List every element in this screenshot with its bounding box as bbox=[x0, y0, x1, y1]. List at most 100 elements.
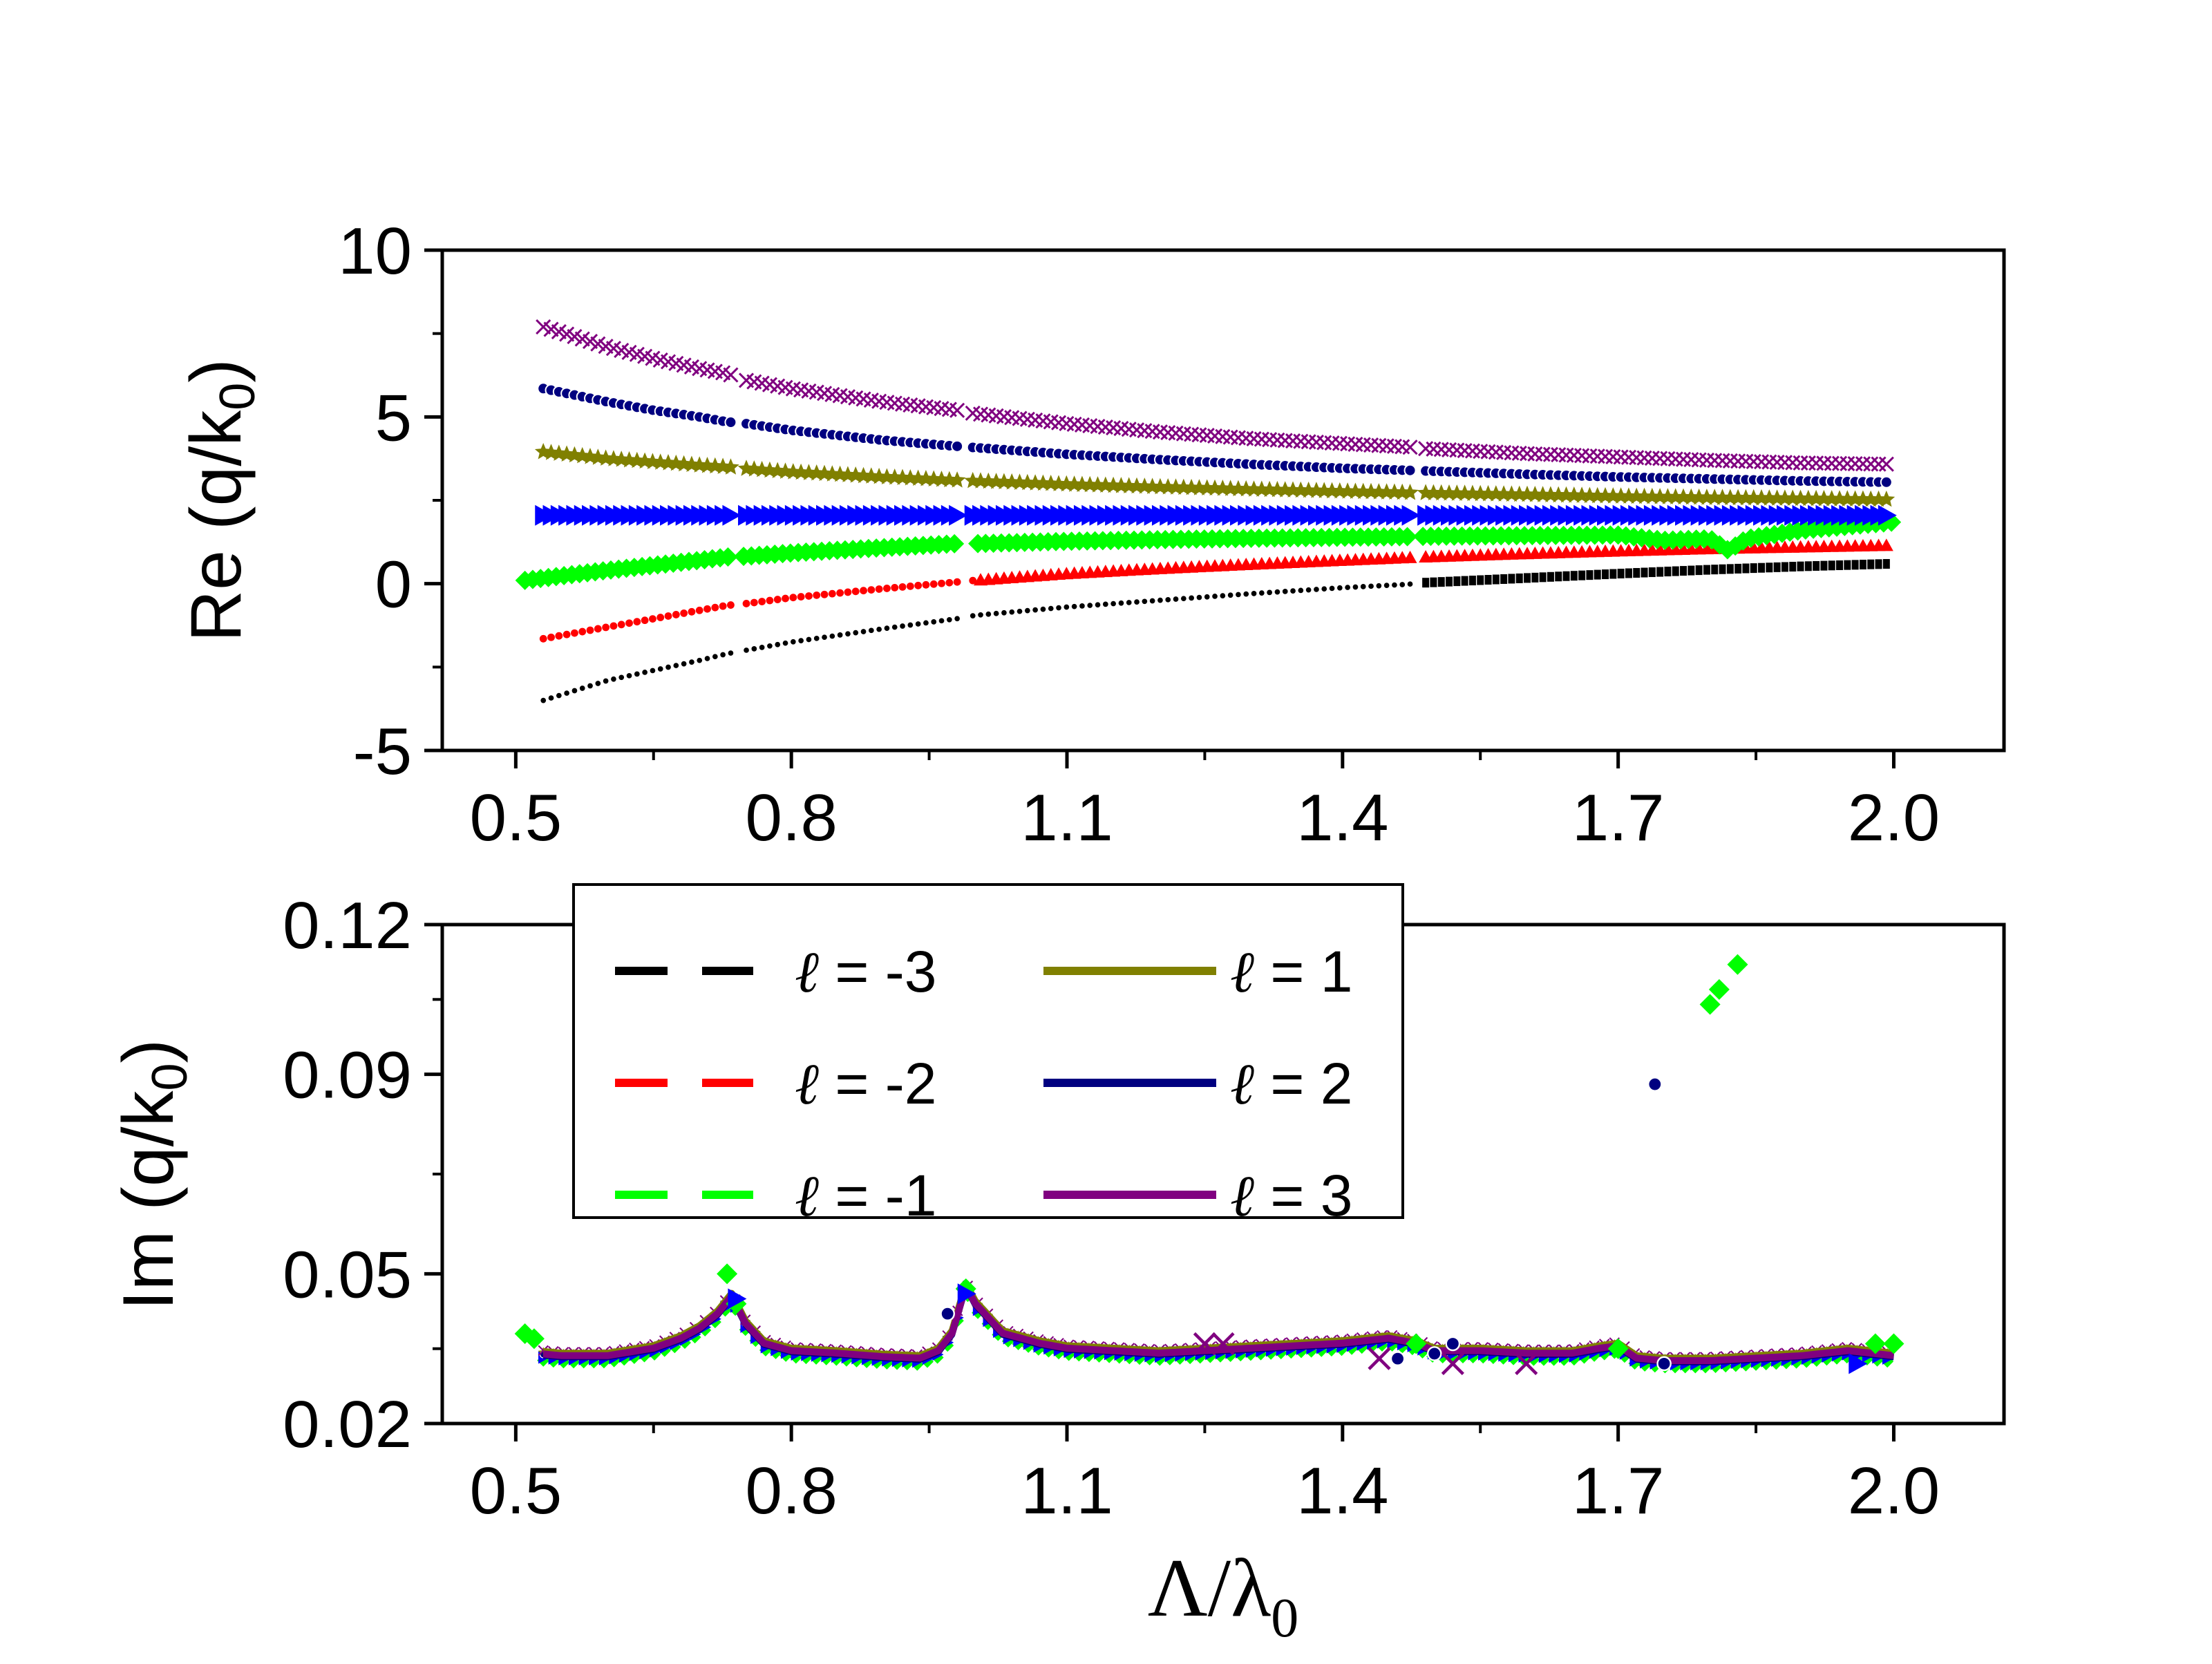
top-point-4-52 bbox=[948, 471, 966, 488]
top-point-6-52-b bbox=[949, 402, 965, 418]
top-point-0-29 bbox=[775, 641, 781, 647]
top-point-6-109 bbox=[1402, 439, 1418, 455]
top-point-0-162 bbox=[1828, 560, 1835, 571]
top-point-0-45 bbox=[900, 623, 905, 629]
top-point-0-143 bbox=[1680, 566, 1688, 576]
top-point-6-134-b bbox=[1605, 448, 1621, 465]
top-x-tick-label-2: 1.1 bbox=[1021, 781, 1113, 855]
top-point-6-47-b bbox=[910, 398, 926, 414]
top-point-6-124 bbox=[1527, 446, 1543, 462]
top-point-0-43 bbox=[884, 625, 890, 631]
top-point-0-110 bbox=[1422, 578, 1430, 588]
top-point-6-32-b bbox=[793, 382, 809, 398]
bottom-y-tick-label-2: 0.09 bbox=[283, 1039, 412, 1113]
top-point-0-57 bbox=[1001, 609, 1007, 616]
bottom-point-0-2 bbox=[717, 1263, 738, 1285]
top-point-0-21 bbox=[704, 656, 710, 661]
top-point-6-157-b bbox=[1785, 455, 1801, 471]
top-point-1-26 bbox=[750, 598, 758, 607]
top-point-0-38 bbox=[845, 631, 851, 637]
top-point-0-74 bbox=[1134, 599, 1140, 605]
top-point-6-85-b bbox=[1215, 428, 1231, 444]
top-point-0-77 bbox=[1157, 597, 1163, 603]
top-point-6-155 bbox=[1769, 454, 1785, 470]
top-point-0-28 bbox=[767, 643, 773, 649]
top-point-0-71 bbox=[1110, 601, 1116, 607]
top-point-6-53-b bbox=[965, 405, 981, 421]
top-point-6-30-b bbox=[777, 379, 793, 395]
top-point-0-111 bbox=[1430, 577, 1437, 587]
top-point-6-106-b bbox=[1379, 438, 1395, 454]
top-point-1-47 bbox=[914, 581, 923, 589]
top-point-6-49-b bbox=[926, 399, 942, 415]
top-point-3-109 bbox=[1401, 504, 1421, 526]
top-point-0-156 bbox=[1781, 562, 1788, 572]
top-point-6-169-b bbox=[1878, 456, 1894, 472]
top-series-5 bbox=[537, 382, 1893, 489]
top-point-0-67 bbox=[1079, 603, 1085, 609]
top-point-6-163 bbox=[1831, 455, 1848, 471]
legend-label-value-2: = -1 bbox=[819, 1163, 936, 1228]
top-point-1-25 bbox=[742, 600, 750, 607]
top-point-1-109 bbox=[1403, 550, 1417, 563]
top-point-0-161 bbox=[1820, 560, 1828, 571]
top-point-0-66 bbox=[1071, 603, 1077, 609]
top-point-0-0 bbox=[540, 697, 547, 703]
top-point-6-137-b bbox=[1629, 450, 1645, 466]
legend-label-4: ℓ = 2 bbox=[1230, 1051, 1352, 1117]
top-point-0-86 bbox=[1227, 592, 1233, 598]
top-point-1-30 bbox=[782, 594, 789, 603]
top-point-6-147-b bbox=[1707, 453, 1723, 469]
top-point-0-4 bbox=[571, 688, 578, 694]
bottom-point-3-1-b bbox=[1211, 1332, 1235, 1356]
top-point-0-98 bbox=[1321, 586, 1327, 592]
bottom-point-1-1 bbox=[1390, 1351, 1406, 1366]
top-point-3-52 bbox=[949, 504, 968, 526]
top-point-6-96-b bbox=[1301, 434, 1316, 450]
top-point-0-113 bbox=[1446, 576, 1453, 587]
top-point-6-59-b bbox=[1012, 410, 1028, 426]
top-point-0-83 bbox=[1204, 594, 1210, 600]
top-point-1-13 bbox=[641, 616, 649, 625]
bottom-series-3 bbox=[1193, 1332, 1538, 1375]
top-point-0-48 bbox=[923, 620, 929, 626]
top-point-6-88-b bbox=[1238, 431, 1254, 446]
top-point-6-139-b bbox=[1644, 450, 1660, 466]
bottom-point-1-3 bbox=[1445, 1336, 1461, 1352]
top-point-6-150-b bbox=[1730, 453, 1746, 469]
top-point-6-74-b bbox=[1128, 422, 1145, 438]
top-point-0-99 bbox=[1329, 585, 1335, 592]
top-point-6-167-b bbox=[1863, 456, 1879, 472]
top-point-6-117-b bbox=[1473, 444, 1488, 460]
top-point-0-55 bbox=[985, 611, 992, 617]
top-point-6-100-b bbox=[1332, 435, 1348, 451]
top-point-0-141 bbox=[1664, 567, 1672, 577]
top-point-6-84-b bbox=[1207, 428, 1223, 444]
top-point-0-116 bbox=[1468, 576, 1476, 586]
top-point-6-6-b bbox=[582, 334, 598, 350]
top-point-1-42 bbox=[875, 585, 883, 593]
top-point-0-80 bbox=[1180, 596, 1187, 602]
top-point-0-81 bbox=[1189, 595, 1194, 601]
top-point-6-146 bbox=[1699, 452, 1714, 468]
top-point-1-28 bbox=[766, 596, 774, 605]
top-point-0-27 bbox=[759, 645, 765, 650]
top-point-6-8-b bbox=[598, 339, 614, 354]
top-point-6-111 bbox=[1426, 441, 1441, 457]
bottom-point-0-11 bbox=[1883, 1333, 1904, 1354]
top-point-6-140-b bbox=[1652, 451, 1668, 466]
top-point-6-136 bbox=[1620, 449, 1636, 465]
top-point-0-155 bbox=[1773, 562, 1781, 572]
top-point-1-5 bbox=[578, 627, 587, 636]
top-point-0-153 bbox=[1758, 562, 1766, 573]
top-point-6-101-b bbox=[1340, 436, 1356, 452]
top-point-6-168-b bbox=[1871, 456, 1887, 472]
top-series-0 bbox=[540, 559, 1890, 703]
top-point-6-33-b bbox=[801, 383, 817, 399]
top-point-0-121 bbox=[1508, 574, 1515, 584]
top-point-1-46 bbox=[906, 582, 914, 590]
top-point-1-40 bbox=[860, 587, 867, 595]
top-point-6-114-b bbox=[1449, 442, 1465, 458]
top-point-0-40 bbox=[860, 629, 867, 634]
top-point-6-12-b bbox=[629, 346, 645, 362]
